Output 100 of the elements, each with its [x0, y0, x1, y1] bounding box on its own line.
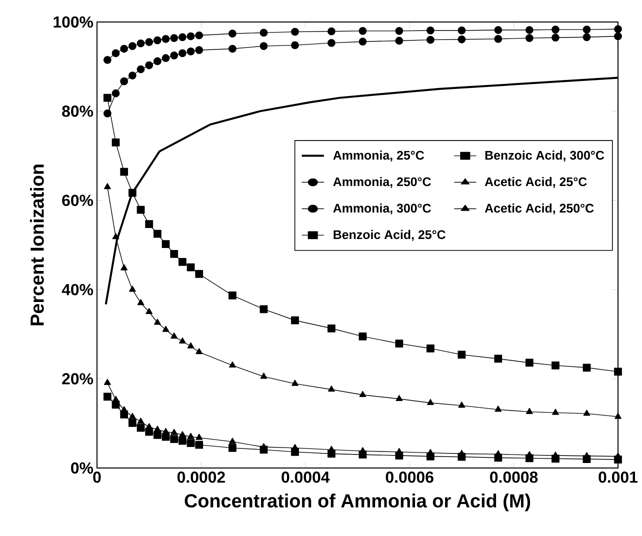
point: [154, 431, 162, 439]
point: [260, 305, 268, 314]
point: [145, 61, 154, 70]
point: [136, 206, 145, 214]
point: [229, 438, 236, 444]
point: [195, 46, 204, 54]
point: [260, 28, 268, 37]
point: [178, 258, 186, 266]
point: [614, 368, 622, 376]
point: [170, 435, 178, 443]
point: [526, 358, 534, 367]
point: [582, 26, 591, 34]
point: [120, 168, 128, 176]
point: [128, 42, 136, 50]
point: [396, 394, 403, 402]
point: [154, 426, 161, 432]
point: [426, 26, 434, 34]
point: [137, 299, 144, 306]
point: [228, 44, 236, 53]
point: [136, 39, 145, 48]
point: [196, 434, 203, 440]
point: [494, 406, 502, 412]
point: [229, 361, 236, 368]
point: [458, 35, 466, 44]
legend-label: Acetic Acid, 25°C: [484, 177, 587, 188]
point: [154, 36, 162, 44]
point: [145, 428, 154, 436]
point: [170, 332, 178, 339]
point: [186, 47, 195, 56]
point: [291, 316, 299, 324]
point: [112, 49, 120, 58]
point: [526, 26, 534, 34]
point: [170, 34, 178, 42]
point: [552, 34, 560, 42]
point: [260, 42, 268, 50]
point: [526, 34, 534, 42]
point: [145, 38, 154, 46]
point: [104, 378, 111, 385]
point: [494, 26, 502, 34]
legend-label: Ammonia, 300°C: [333, 203, 431, 214]
point: [178, 49, 186, 58]
point: [328, 324, 336, 332]
point: [582, 364, 591, 372]
point: [154, 57, 162, 66]
y-tick-label: 60%: [62, 194, 94, 206]
point: [186, 263, 195, 272]
legend-label: Acetic Acid, 250°C: [484, 203, 594, 214]
legend-label: Ammonia, 25°C: [333, 150, 424, 162]
point: [358, 38, 367, 46]
point: [583, 410, 590, 416]
point: [162, 240, 170, 248]
point: [103, 56, 112, 64]
legend-label: Ammonia, 250°C: [333, 177, 431, 188]
x-tick-label: 0.001: [598, 472, 638, 483]
point: [104, 183, 111, 190]
point: [128, 286, 136, 292]
x-tick-label: 0.0008: [490, 472, 538, 483]
y-tick-label: 20%: [62, 373, 94, 384]
point: [395, 26, 404, 35]
point: [291, 28, 299, 36]
point: [178, 436, 186, 445]
point: [228, 30, 236, 38]
point: [526, 408, 533, 414]
point: [128, 412, 136, 419]
point: [120, 44, 128, 53]
point: [112, 233, 120, 240]
point: [552, 408, 559, 415]
point: [291, 41, 299, 50]
point: [426, 344, 434, 352]
point: [195, 440, 204, 449]
point: [136, 424, 145, 432]
point: [178, 431, 186, 438]
point: [552, 361, 560, 370]
point: [170, 428, 178, 435]
y-axis-title: Percent Ionization: [30, 164, 44, 326]
point: [195, 270, 204, 278]
point: [292, 380, 298, 386]
point: [395, 36, 404, 45]
point: [170, 52, 178, 60]
y-tick-label: 40%: [62, 284, 94, 296]
point: [195, 31, 204, 40]
x-tick-label: 0.0006: [386, 472, 434, 483]
point: [358, 332, 367, 340]
point: [154, 230, 162, 238]
point: [136, 65, 145, 74]
point: [494, 35, 502, 43]
point: [103, 392, 112, 401]
point: [328, 39, 336, 47]
point: [328, 27, 336, 36]
point: [162, 54, 170, 62]
y-tick-label: 80%: [62, 106, 94, 117]
point: [614, 32, 622, 40]
point: [458, 26, 466, 34]
point: [137, 418, 144, 424]
point: [358, 26, 367, 35]
point: [458, 350, 466, 359]
point: [186, 32, 195, 40]
point: [112, 138, 120, 146]
point: [112, 89, 120, 98]
point: [146, 308, 153, 314]
